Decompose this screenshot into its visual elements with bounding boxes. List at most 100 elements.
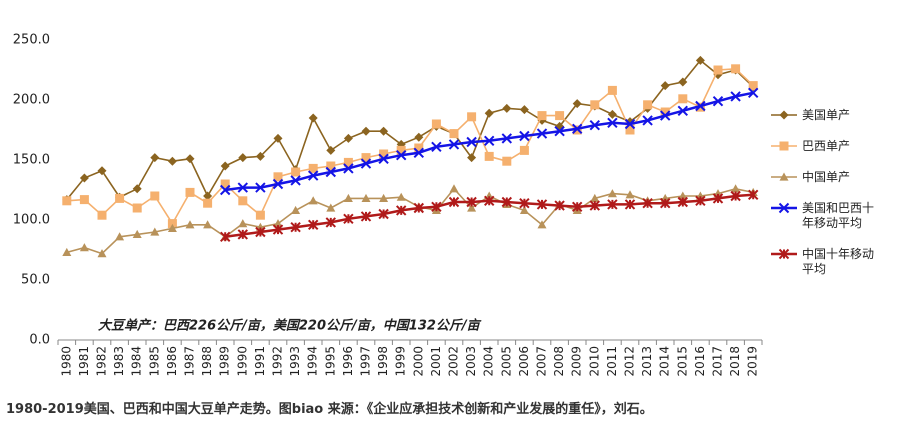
x-tick-label: 2010 xyxy=(587,346,601,377)
marker xyxy=(659,197,671,209)
marker xyxy=(272,224,284,235)
marker xyxy=(748,81,758,91)
series-line xyxy=(66,67,754,226)
annotation: 大豆单产：巴西226公斤/亩，美国220公斤/亩，中国132公斤/亩 xyxy=(98,318,482,334)
marker xyxy=(79,243,89,252)
x-tick-label: 1993 xyxy=(288,346,302,377)
x-tick-label: 1986 xyxy=(165,346,179,377)
marker xyxy=(326,145,336,155)
x-tick-label: 1980 xyxy=(59,346,73,377)
marker xyxy=(273,172,283,182)
marker xyxy=(132,203,142,213)
x-tick-label: 1989 xyxy=(218,346,232,377)
marker xyxy=(537,111,547,121)
marker xyxy=(307,219,319,231)
legend-label: 美国和巴西十年移动平均 xyxy=(802,201,875,230)
marker xyxy=(501,133,513,144)
marker xyxy=(501,196,513,208)
x-tick-label: 2007 xyxy=(535,346,549,377)
marker xyxy=(643,100,653,110)
legend-icon xyxy=(771,202,797,214)
marker xyxy=(778,248,790,260)
marker xyxy=(731,64,741,74)
marker xyxy=(132,229,142,238)
x-tick-label: 2001 xyxy=(429,346,443,377)
marker xyxy=(150,191,160,201)
x-tick-label: 1999 xyxy=(394,346,408,377)
marker xyxy=(731,184,741,193)
marker xyxy=(219,231,231,243)
x-tick-label: 1995 xyxy=(323,346,337,377)
marker xyxy=(414,132,424,142)
marker xyxy=(413,202,425,214)
caption: 1980-2019美国、巴西和中国大豆单产走势。图biao 来源：《企业应承担技… xyxy=(6,402,653,417)
x-tick-label: 2018 xyxy=(728,346,742,377)
marker xyxy=(272,178,284,190)
marker xyxy=(678,77,688,87)
marker xyxy=(255,226,266,238)
marker xyxy=(483,195,495,207)
marker xyxy=(625,190,635,199)
x-tick-label: 1996 xyxy=(341,346,355,377)
marker xyxy=(167,219,177,229)
marker xyxy=(589,119,601,131)
x-tick-label: 2017 xyxy=(711,346,725,377)
marker xyxy=(431,119,441,129)
marker xyxy=(308,113,318,123)
x-tick-label: 2003 xyxy=(464,346,478,377)
marker xyxy=(659,110,671,121)
marker xyxy=(449,184,459,193)
marker xyxy=(642,197,653,209)
marker xyxy=(607,85,617,95)
legend-label: 美国单产 xyxy=(802,108,851,122)
marker xyxy=(343,163,354,174)
x-tick-label: 2000 xyxy=(411,346,425,377)
x-tick-label: 1994 xyxy=(306,346,320,377)
marker xyxy=(360,211,372,222)
marker xyxy=(220,161,230,171)
marker xyxy=(378,153,389,165)
marker xyxy=(132,184,142,194)
marker xyxy=(467,203,477,212)
marker xyxy=(448,139,460,150)
marker xyxy=(167,223,177,232)
marker xyxy=(624,118,636,130)
marker xyxy=(778,202,790,214)
marker xyxy=(678,191,688,200)
marker xyxy=(343,213,354,225)
x-tick-label: 1983 xyxy=(112,346,126,377)
x-tick-label: 1981 xyxy=(77,346,91,377)
x-tick-label: 1998 xyxy=(376,346,390,377)
marker xyxy=(747,87,759,99)
marker xyxy=(62,247,72,256)
marker xyxy=(779,172,789,181)
marker xyxy=(590,100,600,110)
legend-label: 巴西单产 xyxy=(802,139,851,153)
series-line xyxy=(66,187,754,255)
marker xyxy=(79,173,89,183)
marker xyxy=(150,227,160,236)
marker xyxy=(466,136,477,148)
marker xyxy=(343,133,353,143)
marker xyxy=(395,149,407,161)
marker xyxy=(695,195,706,207)
marker xyxy=(779,141,789,151)
marker xyxy=(150,153,160,163)
x-tick-label: 2011 xyxy=(605,346,619,377)
marker xyxy=(519,130,530,142)
marker xyxy=(712,95,724,107)
marker xyxy=(502,156,512,166)
marker xyxy=(290,175,301,186)
marker xyxy=(537,220,547,229)
legend-item: 中国单产 xyxy=(770,170,880,185)
legend-item: 美国和巴西十年移动平均 xyxy=(770,201,880,231)
marker xyxy=(343,157,353,167)
marker xyxy=(484,108,494,118)
legend-label: 中国十年移动平均 xyxy=(802,247,875,276)
marker xyxy=(695,55,705,65)
x-tick-label: 2015 xyxy=(675,346,689,377)
marker xyxy=(238,219,248,228)
chart: 大豆单产：巴西226公斤/亩，美国220公斤/亩，中国132公斤/亩 0.0 50… xyxy=(13,33,763,377)
x-tick-label: 1985 xyxy=(147,346,161,377)
marker xyxy=(414,143,424,153)
